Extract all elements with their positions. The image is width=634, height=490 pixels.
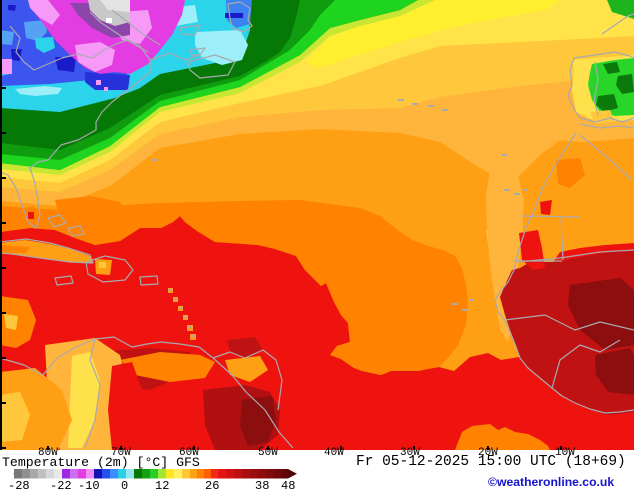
svg-text:10W: 10W <box>555 447 575 459</box>
svg-text:12: 12 <box>155 479 169 490</box>
svg-text:-10: -10 <box>78 479 100 490</box>
svg-text:0: 0 <box>121 479 128 490</box>
svg-text:40W: 40W <box>324 447 344 459</box>
svg-text:80W: 80W <box>38 447 58 459</box>
svg-text:©weatheronline.co.uk: ©weatheronline.co.uk <box>488 475 614 489</box>
svg-text:48: 48 <box>281 479 295 490</box>
svg-text:70W: 70W <box>111 447 131 459</box>
svg-text:26: 26 <box>205 479 219 490</box>
svg-text:38: 38 <box>255 479 269 490</box>
svg-text:-28: -28 <box>8 479 30 490</box>
svg-text:20W: 20W <box>478 447 498 459</box>
svg-text:50W: 50W <box>258 447 278 459</box>
svg-text:30W: 30W <box>400 447 420 459</box>
svg-text:60W: 60W <box>179 447 199 459</box>
svg-text:-22: -22 <box>50 479 72 490</box>
svg-text:Temperature (2m) [°C] GFS: Temperature (2m) [°C] GFS <box>2 455 200 470</box>
svg-text:Fr 05-12-2025 15:00 UTC (18+69: Fr 05-12-2025 15:00 UTC (18+69) <box>356 454 626 470</box>
